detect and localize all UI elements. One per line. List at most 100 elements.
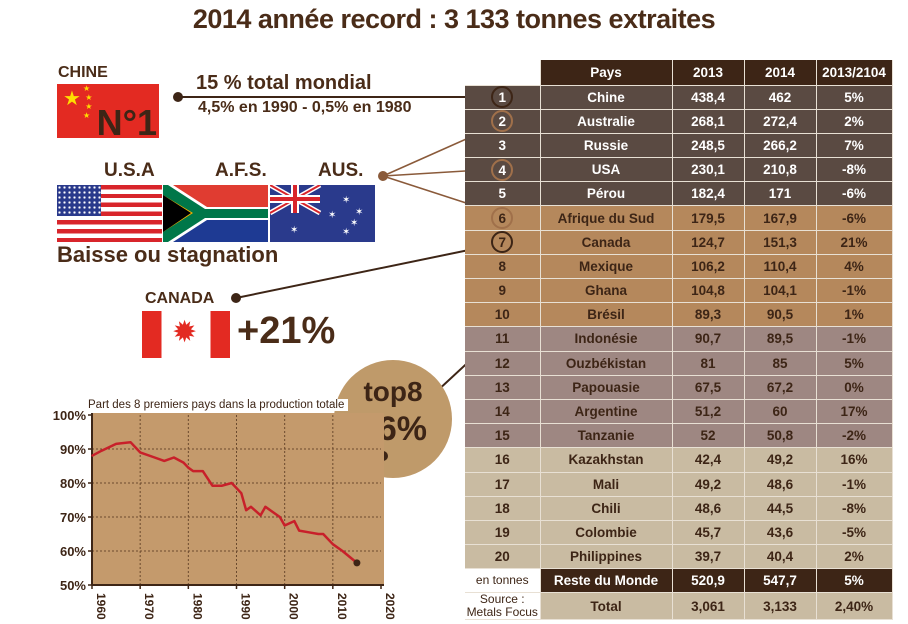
value-2014-cell: 151,3 (744, 230, 817, 255)
value-2014-cell: 50,8 (744, 423, 817, 449)
change-cell: 7% (816, 133, 893, 159)
value-2013-cell: 39,7 (672, 544, 745, 570)
total-row: Source : Metals Focus Total 3,061 3,133 2,40… (465, 592, 893, 621)
value-2014-cell: 67,2 (744, 375, 817, 400)
value-2013-cell: 124,7 (672, 230, 745, 255)
table-row: 12 Ouzbékistan 81 85 5% (465, 351, 893, 376)
country-cell: Kazakhstan (540, 447, 673, 473)
rank-cell: 8 (465, 254, 541, 280)
svg-text:✶: ✶ (350, 218, 358, 229)
change-cell: 5% (816, 85, 893, 110)
table-row: 10 Brésil 89,3 90,5 1% (465, 302, 893, 328)
value-2014-cell: 48,6 (744, 472, 817, 497)
rank-cell: 3 (465, 133, 541, 159)
value-2014-cell: 462 (744, 85, 817, 110)
change-cell: -2% (816, 423, 893, 449)
svg-text:✶: ✶ (342, 227, 350, 238)
change-cell: -6% (816, 205, 893, 231)
group-caption: Baisse ou stagnation (57, 242, 279, 267)
table-row: 9 Ghana 104,8 104,1 -1% (465, 278, 893, 304)
value-2013-cell: 230,1 (672, 157, 745, 183)
rank-cell: 12 (465, 351, 541, 376)
rank-cell: Source : Metals Focus (465, 592, 541, 621)
rank-cell (465, 60, 541, 86)
value-2014-cell: 49,2 (744, 447, 817, 473)
value-2014-cell: 2014 (744, 60, 817, 86)
change-cell: 5% (816, 568, 893, 594)
country-cell: Argentine (540, 399, 673, 425)
change-cell: 21% (816, 230, 893, 255)
value-2013-cell: 51,2 (672, 399, 745, 425)
country-cell: Australie (540, 109, 673, 134)
change-cell: 16% (816, 447, 893, 473)
value-2013-cell: 182,4 (672, 181, 745, 207)
country-cell: Papouasie (540, 375, 673, 400)
value-2014-cell: 104,1 (744, 278, 817, 304)
change-cell: -5% (816, 520, 893, 546)
country-cell: Brésil (540, 302, 673, 328)
change-cell: 2% (816, 544, 893, 570)
rank-circle: 4 (491, 158, 514, 181)
table-row: 16 Kazakhstan 42,4 49,2 16% (465, 447, 893, 473)
canada-connector (235, 243, 499, 299)
value-2014-cell: 110,4 (744, 254, 817, 280)
value-2014-cell: 3,133 (744, 592, 817, 621)
country-cell: Total (540, 592, 673, 621)
table-row: 19 Colombie 45,7 43,6 -5% (465, 520, 893, 546)
change-cell: -8% (816, 496, 893, 521)
value-2014-cell: 43,6 (744, 520, 817, 546)
value-2014-cell: 266,2 (744, 133, 817, 159)
table-row: 13 Papouasie 67,5 67,2 0% (465, 375, 893, 400)
chart-title: Part des 8 premiers pays dans la product… (88, 399, 349, 411)
table-row: 14 Argentine 51,2 60 17% (465, 399, 893, 425)
production-table: Pays 2013 2014 2013/2104 1 Chine 438,4 462 5% 2 Au… (465, 60, 893, 621)
value-2013-cell: 520,9 (672, 568, 745, 594)
change-cell: 2013/2104 (816, 60, 893, 86)
change-cell: 2% (816, 109, 893, 134)
top8-label: top8 (363, 376, 423, 407)
value-2013-cell: 106,2 (672, 254, 745, 280)
rank-cell: 5 (465, 181, 541, 207)
rank-cell: en tonnes (465, 568, 541, 594)
canada-change: +21% (237, 310, 336, 352)
country-cell: Mali (540, 472, 673, 497)
value-2013-cell: 90,7 (672, 326, 745, 352)
change-cell: -1% (816, 278, 893, 304)
country-cell: Colombie (540, 520, 673, 546)
table-row: 18 Chili 48,6 44,5 -8% (465, 496, 893, 521)
table-row: 15 Tanzanie 52 50,8 -2% (465, 423, 893, 449)
country-cell: Pays (540, 60, 673, 86)
rank-cell: 16 (465, 447, 541, 473)
svg-text:✶: ✶ (290, 225, 298, 236)
value-2013-cell: 2013 (672, 60, 745, 86)
top8-dot (378, 451, 388, 461)
rest-of-world-row: en tonnes Reste du Monde 520,9 547,7 5% (465, 568, 893, 594)
table-row: 20 Philippines 39,7 40,4 2% (465, 544, 893, 570)
svg-text:✶: ✶ (342, 195, 350, 206)
value-2014-cell: 272,4 (744, 109, 817, 134)
table-header: Pays 2013 2014 2013/2104 (465, 60, 893, 86)
aus-label: AUS. (318, 160, 364, 181)
change-cell: 2,40% (816, 592, 893, 621)
canada-flag: ✹ (142, 311, 230, 358)
table-row: 6 Afrique du Sud 179,5 167,9 -6% (465, 205, 893, 231)
south-africa-flag (163, 185, 268, 242)
country-cell: Tanzanie (540, 423, 673, 449)
table-row: 4 USA 230,1 210,8 -8% (465, 157, 893, 183)
china-label: CHINE (58, 64, 108, 81)
rank-cell: 11 (465, 326, 541, 352)
country-cell: Ouzbékistan (540, 351, 673, 376)
table-row: 5 Pérou 182,4 171 -6% (465, 181, 893, 207)
rank-cell: 15 (465, 423, 541, 449)
country-cell: Mexique (540, 254, 673, 280)
canada-label: CANADA (145, 290, 215, 307)
value-2013-cell: 42,4 (672, 447, 745, 473)
value-2013-cell: 81 (672, 351, 745, 376)
rank-cell: 18 (465, 496, 541, 521)
value-2013-cell: 45,7 (672, 520, 745, 546)
china-flag: ★ ★ ★ ★ ★ N°1 (57, 84, 159, 138)
country-cell: Ghana (540, 278, 673, 304)
afs-label: A.F.S. (215, 160, 267, 181)
change-cell: 17% (816, 399, 893, 425)
rank-circle: 1 (491, 86, 514, 109)
